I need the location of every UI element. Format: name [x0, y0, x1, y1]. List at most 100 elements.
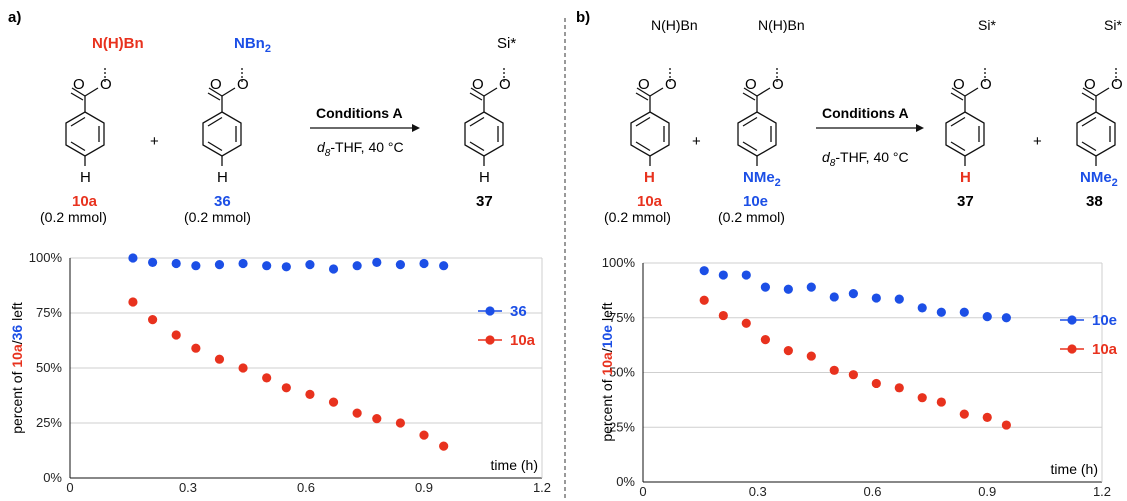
- reactant-36-id: 36: [214, 193, 231, 210]
- plus-sign-b1: +: [692, 133, 701, 150]
- product-37-para-b: H: [960, 169, 971, 186]
- reactant-10a-substituent-b: N(H)Bn: [651, 17, 698, 33]
- y-axis-label-part: /: [599, 348, 615, 352]
- y-axis-label-part: 36: [9, 325, 25, 341]
- y-axis-label-part: left: [9, 302, 25, 325]
- data-point-10e: [806, 282, 816, 292]
- y-axis-label: percent of 10a/10e left: [599, 302, 615, 441]
- reactant-10a-structure-b: [630, 67, 671, 166]
- reactant-10e-amount: (0.2 mmol): [718, 209, 785, 225]
- data-point-10a: [214, 354, 225, 364]
- data-point-10a: [917, 393, 927, 403]
- reactant-36-para: H: [217, 169, 228, 186]
- panel-a-scheme: a) O O N(H)Bn H 10a (0.2 mmol) + O O NBn…: [8, 9, 516, 225]
- svg-text:O: O: [638, 76, 650, 93]
- reactant-10a-id-b: 10a: [637, 193, 663, 210]
- product-37-id-b: 37: [957, 193, 974, 210]
- y-tick-label: 25%: [36, 415, 62, 430]
- y-tick-label: 50%: [609, 365, 635, 380]
- svg-text:O: O: [237, 76, 249, 93]
- legend-label-10a: 10a: [510, 332, 536, 349]
- y-axis-label-part: percent of: [9, 368, 25, 434]
- x-tick-label: 0.6: [863, 484, 881, 499]
- x-tick-label: 0: [639, 484, 646, 499]
- reactant-10a-para-b: H: [644, 169, 655, 186]
- x-axis-label: time (h): [491, 457, 538, 473]
- product-38-substituent: Si*: [1104, 17, 1122, 33]
- data-point-10a: [171, 330, 181, 340]
- data-point-10a: [959, 409, 969, 419]
- product-38-structure: [1076, 67, 1117, 166]
- data-point-36: [262, 261, 272, 271]
- svg-text:O: O: [772, 76, 784, 93]
- y-axis-label-part: percent of: [599, 376, 615, 442]
- y-axis-label-part: left: [599, 302, 615, 325]
- data-point-10a: [806, 351, 816, 361]
- data-point-10e: [718, 270, 728, 280]
- legend-marker-36: [485, 306, 495, 316]
- reactant-10e-para: NMe2: [743, 169, 781, 189]
- data-point-36: [419, 258, 429, 269]
- data-point-36: [128, 253, 138, 263]
- data-point-10a: [982, 412, 992, 422]
- data-point-10a: [848, 370, 858, 380]
- data-point-10a: [395, 418, 405, 428]
- data-point-36: [281, 262, 291, 272]
- x-tick-label: 0: [66, 480, 73, 495]
- svg-text:O: O: [980, 76, 992, 93]
- data-point-10e: [783, 284, 793, 294]
- data-point-10e: [699, 266, 709, 276]
- reactant-10a-substituent: N(H)Bn: [92, 35, 144, 52]
- chart-b: 0% 25% 50% 75% 100% 0 0.3 0.6 0.9 1.2 time (h) perc…: [599, 255, 1118, 499]
- data-point-36: [148, 257, 158, 267]
- data-point-36: [328, 264, 339, 274]
- data-point-10a: [238, 363, 248, 373]
- data-point-10e: [848, 289, 858, 299]
- reactant-36-structure: [202, 67, 243, 166]
- data-point-10a: [439, 441, 449, 451]
- legend-label-36: 36: [510, 303, 527, 320]
- product-38-para: NMe2: [1080, 169, 1118, 189]
- data-point-10a: [829, 365, 839, 375]
- product-37-structure: [464, 67, 505, 166]
- data-point-36: [352, 261, 362, 271]
- svg-text:O: O: [953, 76, 965, 93]
- y-axis-label-part: /: [9, 340, 25, 344]
- reactant-36-amount: (0.2 mmol): [184, 209, 251, 225]
- data-point-10a: [148, 315, 158, 325]
- data-point-10a: [352, 408, 362, 418]
- y-axis-label-part: 10a: [599, 352, 615, 376]
- data-point-10a: [871, 378, 881, 389]
- data-point-10a: [1001, 420, 1011, 430]
- data-point-36: [191, 261, 201, 271]
- svg-text:O: O: [745, 76, 757, 93]
- solvent-temp-b: d8-THF, 40 °C: [822, 149, 909, 169]
- data-point-10e: [1001, 313, 1011, 323]
- y-tick-label: 75%: [36, 305, 62, 320]
- product-38-id: 38: [1086, 193, 1103, 210]
- svg-text:O: O: [472, 76, 484, 93]
- y-tick-label: 0%: [616, 474, 635, 489]
- solvent-temp-a: d8-THF, 40 °C: [317, 139, 404, 159]
- panel-a-label: a): [8, 9, 21, 26]
- reactant-10e-id: 10e: [743, 193, 768, 210]
- conditions-label-a: Conditions A: [316, 105, 403, 121]
- reactant-10a-amount: (0.2 mmol): [40, 209, 107, 225]
- legend-marker-10a: [485, 335, 495, 345]
- y-tick-label: 75%: [609, 310, 635, 325]
- data-point-10e: [982, 312, 992, 322]
- reactant-10a-id: 10a: [72, 193, 98, 210]
- y-axis-label: percent of 10a/36 left: [9, 302, 25, 434]
- plus-sign-b2: +: [1033, 133, 1042, 150]
- svg-text:O: O: [1084, 76, 1096, 93]
- y-tick-label: 25%: [609, 419, 635, 434]
- y-axis-label-part: 10a: [9, 344, 25, 368]
- x-tick-label: 0.3: [749, 484, 767, 499]
- legend-marker-10e: [1067, 315, 1077, 325]
- data-point-10e: [871, 293, 881, 303]
- data-point-10a: [936, 397, 946, 407]
- data-point-10e: [917, 303, 927, 313]
- data-point-10a: [305, 389, 315, 399]
- data-point-10e: [894, 294, 904, 304]
